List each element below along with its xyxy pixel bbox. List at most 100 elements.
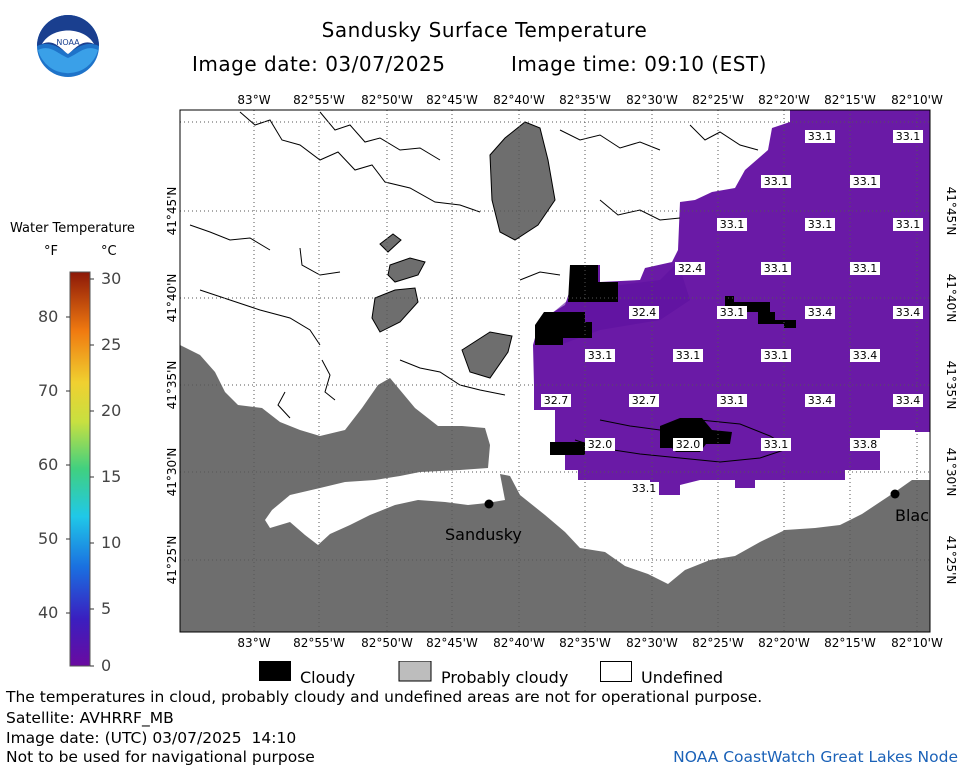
temperature-label: 33.1 — [676, 349, 701, 362]
temperature-label-bg — [893, 306, 923, 319]
longitude-label: 82°55'W — [293, 93, 345, 107]
island — [387, 257, 426, 283]
temperature-label: 32.4 — [678, 262, 703, 275]
temperature-label: 33.1 — [764, 349, 789, 362]
temperature-label-bg — [717, 394, 747, 407]
legend-c-tick: 15 — [101, 467, 122, 486]
utc-date-text: Image date: (UTC) 03/07/2025 14:10 — [6, 729, 297, 747]
legend-c-tick: 20 — [101, 401, 122, 420]
latitude-label: 41°35'N — [165, 361, 179, 410]
key-undefined-label: Undefined — [641, 668, 724, 687]
image-date: Image date: 03/07/2025 — [192, 52, 446, 76]
temperature-label-bg — [893, 394, 923, 407]
page-title: Sandusky Surface Temperature — [321, 18, 648, 42]
legend-f-tick: 40 — [38, 603, 59, 622]
temperature-label-bg — [850, 262, 880, 275]
longitude-label: 82°10'W — [891, 93, 943, 107]
temperature-label-bg — [850, 349, 880, 362]
legend-c-tick: 5 — [101, 599, 112, 618]
legend-f-tick: 80 — [38, 307, 59, 326]
temperature-label-bg — [850, 175, 880, 188]
temperature-label-bg — [629, 306, 659, 319]
disclaimer-text: The temperatures in cloud, probably clou… — [6, 688, 763, 706]
temperature-label-bg — [761, 438, 791, 451]
temperature-label: 33.1 — [764, 262, 789, 275]
temperature-label: 33.4 — [808, 306, 833, 319]
island — [379, 233, 402, 253]
temperature-label-bg — [541, 394, 571, 407]
key-probably-cloudy-label: Probably cloudy — [441, 668, 569, 687]
legend-c-tick: 0 — [101, 656, 112, 675]
credit-link[interactable]: NOAA CoastWatch Great Lakes Node — [673, 748, 958, 766]
longitude-label: 82°10'W — [891, 636, 943, 650]
longitude-label: 82°40'W — [493, 93, 545, 107]
longitude-label: 82°45'W — [426, 93, 478, 107]
city-label-blac: Blac — [895, 506, 929, 525]
temperature-label-bg — [761, 175, 791, 188]
temperature-label-bg — [761, 262, 791, 275]
longitude-label: 82°15'W — [824, 93, 876, 107]
legend-f-tick: 60 — [38, 455, 59, 474]
temperature-label: 32.7 — [632, 394, 657, 407]
city-label-sandusky: Sandusky — [445, 525, 522, 544]
temperature-label: 32.0 — [676, 438, 701, 451]
temperature-label: 33.1 — [720, 306, 745, 319]
temperature-label: 33.4 — [808, 394, 833, 407]
latitude-label: 41°25'N — [165, 536, 179, 585]
latitude-label: 41°45'N — [944, 187, 958, 236]
temperature-label-bg — [585, 349, 615, 362]
temperature-label: 33.4 — [896, 394, 921, 407]
temperature-label-bg — [805, 218, 835, 231]
svg-text:NOAA: NOAA — [56, 38, 80, 47]
longitude-label: 82°15'W — [824, 636, 876, 650]
island — [371, 287, 419, 333]
temperature-label-bg — [893, 218, 923, 231]
legend-c-tick: 30 — [101, 269, 122, 288]
temperature-label: 33.1 — [720, 218, 745, 231]
latitude-label: 41°45'N — [165, 187, 179, 236]
latitude-label: 41°35'N — [944, 361, 958, 410]
longitude-label: 82°55'W — [293, 636, 345, 650]
latitude-label: 41°30'N — [165, 448, 179, 497]
image-time: Image time: 09:10 (EST) — [511, 52, 767, 76]
temperature-label: 33.4 — [896, 306, 921, 319]
longitude-label: 82°50'W — [361, 636, 413, 650]
temperature-label-bg — [717, 306, 747, 319]
temperature-label: 33.1 — [808, 130, 833, 143]
longitude-label: 83°W — [237, 93, 270, 107]
latitude-label: 41°40'N — [944, 274, 958, 323]
longitude-label: 82°35'W — [559, 93, 611, 107]
legend-c-tick: 25 — [101, 335, 122, 354]
noaa-logo-icon: NOAA — [37, 15, 99, 77]
temperature-label-bg — [629, 394, 659, 407]
temperature-label-bg — [893, 130, 923, 143]
temperature-label: 33.1 — [720, 394, 745, 407]
longitude-label: 82°20'W — [758, 93, 810, 107]
temperature-label: 32.7 — [544, 394, 569, 407]
city-marker — [890, 489, 900, 499]
temperature-label-bg — [805, 130, 835, 143]
temperature-label: 33.1 — [853, 262, 878, 275]
key-probably-cloudy-swatch — [398, 661, 432, 682]
latitude-label: 41°40'N — [165, 274, 179, 323]
temperature-label: 33.1 — [808, 218, 833, 231]
navigation-warning: Not to be used for navigational purpose — [6, 748, 315, 766]
legend-unit-f: °F — [44, 244, 58, 259]
temperature-label: 33.1 — [896, 130, 921, 143]
temperature-label: 33.1 — [588, 349, 613, 362]
temperature-label: 33.8 — [853, 438, 878, 451]
temperature-label: 33.1 — [896, 218, 921, 231]
legend-colorbar — [66, 271, 94, 667]
satellite-text: Satellite: AVHRRF_MB — [6, 709, 174, 727]
legend-f-tick: 70 — [38, 381, 59, 400]
temperature-label-bg — [629, 482, 659, 495]
legend-title: Water Temperature — [10, 221, 135, 236]
temperature-label-bg — [717, 218, 747, 231]
temperature-label: 32.4 — [632, 306, 657, 319]
temperature-label-bg — [850, 438, 880, 451]
legend-unit-c: °C — [101, 244, 117, 259]
legend-f-tick: 50 — [38, 529, 59, 548]
temperature-label: 33.1 — [764, 175, 789, 188]
longitude-label: 82°25'W — [692, 636, 744, 650]
